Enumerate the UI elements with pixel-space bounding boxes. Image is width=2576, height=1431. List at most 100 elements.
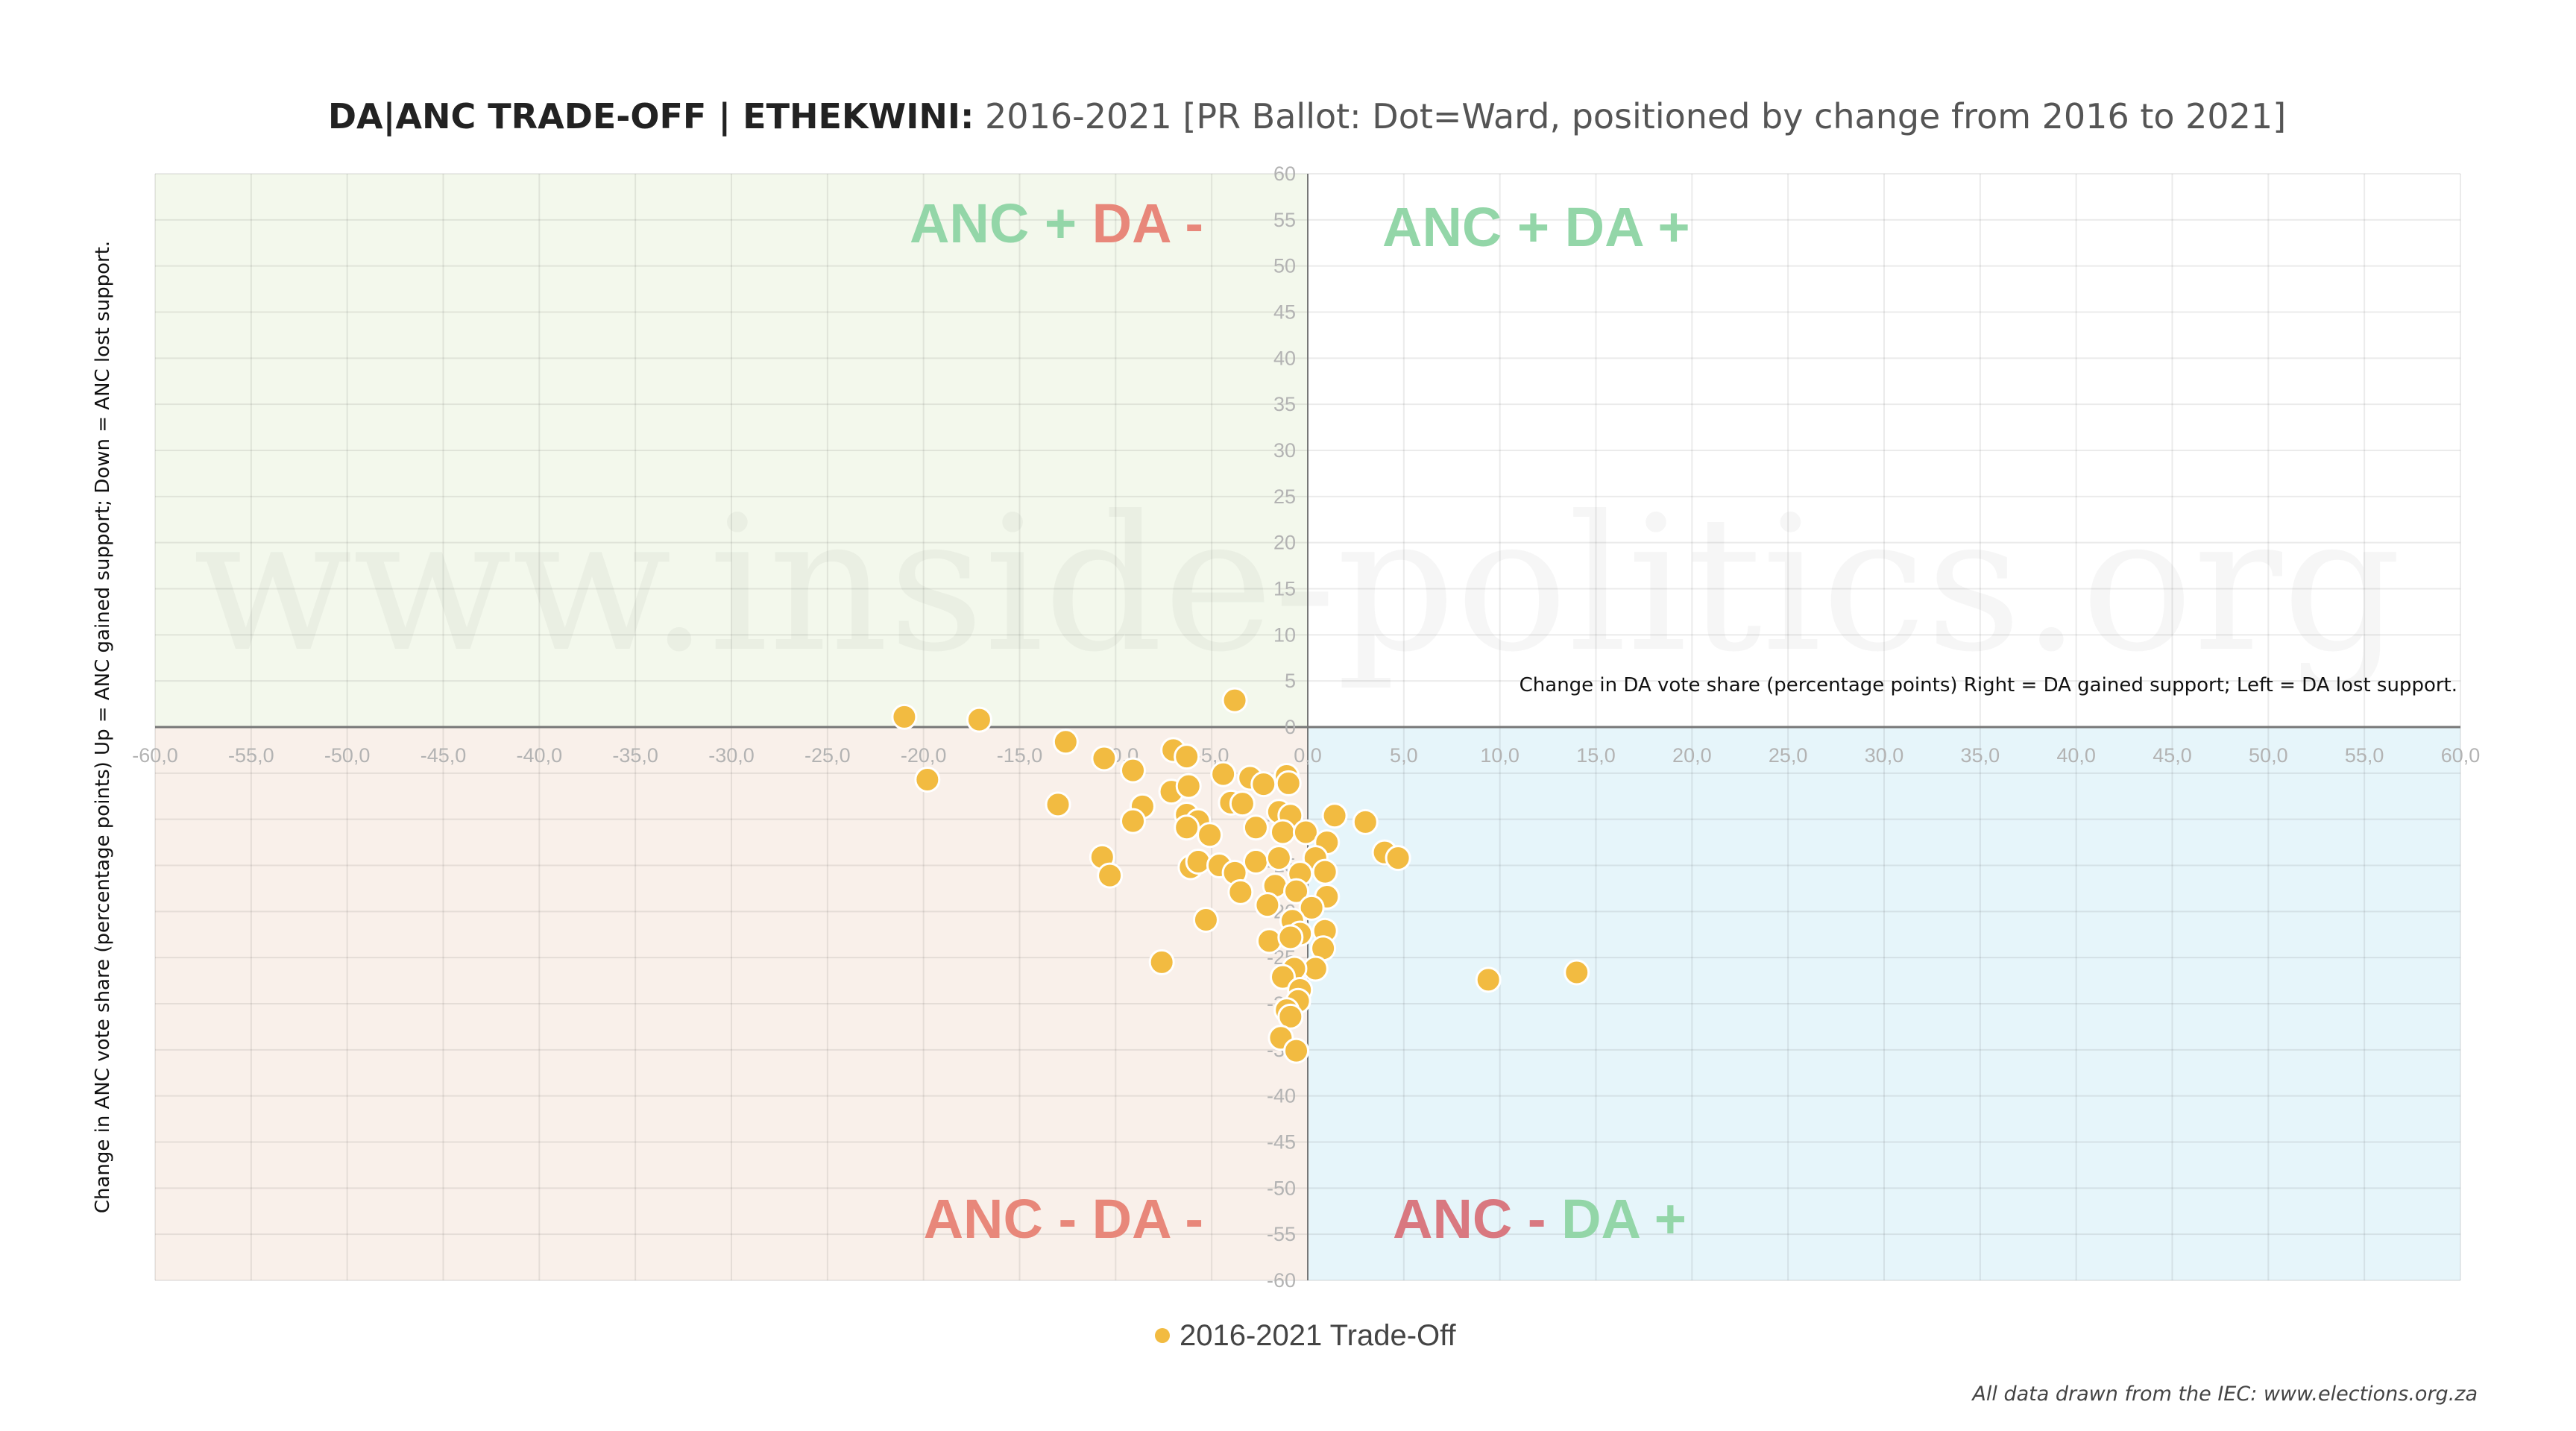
data-point[interactable] (1275, 770, 1302, 796)
data-point[interactable] (1385, 845, 1411, 872)
legend-marker (1155, 1328, 1170, 1343)
x-tick-label: 30,0 (1865, 744, 1904, 767)
data-point[interactable] (1052, 729, 1079, 755)
data-point[interactable] (1277, 1003, 1304, 1030)
data-point[interactable] (1283, 1037, 1310, 1064)
data-point[interactable] (1210, 761, 1237, 787)
data-point[interactable] (1091, 745, 1118, 772)
x-tick-label: 55,0 (2345, 744, 2384, 767)
x-tick-label: -25,0 (804, 744, 851, 767)
data-point[interactable] (1277, 924, 1304, 951)
quadrant-label-top-left: ANC + DA - (910, 192, 1203, 254)
data-point[interactable] (1254, 892, 1281, 919)
y-tick-label: 45 (1273, 301, 1296, 324)
legend-label: 2016-2021 Trade-Off (1180, 1319, 1457, 1352)
data-point[interactable] (891, 703, 918, 730)
x-tick-label: -35,0 (612, 744, 658, 767)
watermark: www.inside-politics.org (193, 476, 2402, 693)
quadrant-label-bottom-right: ANC - DA + (1393, 1188, 1687, 1250)
y-tick-label: -60 (1267, 1269, 1296, 1292)
x-tick-label: 40,0 (2056, 744, 2096, 767)
x-tick-label: 25,0 (1769, 744, 1808, 767)
quadrant-label-part: DA + (1546, 1188, 1687, 1250)
data-point[interactable] (1229, 790, 1256, 817)
y-tick-label: 40 (1273, 347, 1296, 369)
y-tick-label: -45 (1267, 1131, 1296, 1154)
x-tick-label: 20,0 (1672, 744, 1712, 767)
data-point[interactable] (1120, 808, 1147, 834)
data-point[interactable] (914, 766, 941, 793)
y-tick-label: 5 (1285, 670, 1296, 692)
data-point[interactable] (1475, 966, 1502, 993)
data-point[interactable] (1174, 814, 1200, 841)
chart-title-rest: 2016-2021 [PR Ballot: Dot=Ward, position… (974, 96, 2286, 136)
y-axis-label: Change in ANC vote share (percentage poi… (92, 241, 114, 1213)
x-tick-label: -40,0 (517, 744, 563, 767)
data-point[interactable] (1097, 862, 1124, 889)
data-point[interactable] (1227, 878, 1254, 905)
y-tick-label: 30 (1273, 439, 1296, 462)
data-point[interactable] (1250, 771, 1277, 798)
data-point[interactable] (1197, 822, 1224, 849)
y-tick-label: -55 (1267, 1223, 1296, 1245)
y-tick-label: -40 (1267, 1085, 1296, 1107)
data-point[interactable] (1352, 808, 1379, 835)
data-point[interactable] (1175, 773, 1202, 799)
y-tick-label: 55 (1273, 209, 1296, 231)
data-point[interactable] (1270, 963, 1297, 990)
y-tick-label: 20 (1273, 532, 1296, 554)
quadrant-label-part: ANC + (1382, 196, 1549, 258)
x-tick-label: 10,0 (1480, 744, 1520, 767)
data-point[interactable] (1120, 757, 1147, 784)
x-tick-label: -50,0 (324, 744, 371, 767)
quadrant-label-part: ANC - (924, 1188, 1077, 1250)
data-point[interactable] (1221, 687, 1248, 714)
x-tick-label: -20,0 (901, 744, 947, 767)
data-point[interactable] (1321, 802, 1348, 829)
y-tick-label: 35 (1273, 393, 1296, 415)
quadrant-label-part: ANC + (910, 192, 1077, 254)
x-tick-label: 45,0 (2153, 744, 2192, 767)
data-point[interactable] (1148, 949, 1175, 975)
y-tick-label: 25 (1273, 485, 1296, 508)
data-point[interactable] (1265, 845, 1292, 872)
data-point[interactable] (1298, 894, 1325, 921)
data-point[interactable] (1311, 858, 1338, 885)
y-tick-label: 60 (1273, 163, 1296, 185)
x-tick-label: 60,0 (2441, 744, 2481, 767)
y-tick-label: 15 (1273, 578, 1296, 600)
data-point[interactable] (1270, 819, 1297, 846)
y-tick-label: 50 (1273, 255, 1296, 277)
x-tick-label: 15,0 (1576, 744, 1616, 767)
x-tick-label: 50,0 (2249, 744, 2288, 767)
data-point[interactable] (1242, 849, 1269, 875)
x-tick-label: 5,0 (1390, 744, 1418, 767)
data-point[interactable] (1185, 849, 1212, 875)
quadrant-label-part: ANC - (1393, 1188, 1546, 1250)
x-tick-label: -55,0 (228, 744, 274, 767)
quadrant-top-left (155, 174, 1308, 727)
data-point[interactable] (1256, 928, 1282, 954)
x-tick-label: 0,0 (1294, 744, 1322, 767)
quadrant-label-bottom-left: ANC - DA - (924, 1188, 1203, 1250)
data-point[interactable] (1242, 814, 1269, 841)
data-point[interactable] (966, 706, 992, 733)
data-point[interactable] (1174, 743, 1200, 770)
quadrant-bottom-right (1308, 727, 2460, 1280)
legend[interactable]: 2016-2021 Trade-Off (1155, 1319, 1457, 1352)
data-point[interactable] (1292, 819, 1319, 846)
y-tick-label: -50 (1267, 1177, 1296, 1199)
quadrant-top-right (1308, 174, 2460, 727)
quadrant-label-part: DA - (1077, 1188, 1203, 1250)
x-tick-label: -60,0 (132, 744, 178, 767)
data-point[interactable] (1045, 791, 1071, 818)
x-tick-label: 35,0 (1961, 744, 2000, 767)
x-tick-label: -30,0 (708, 744, 755, 767)
data-point[interactable] (1563, 959, 1590, 986)
x-tick-label: -45,0 (421, 744, 467, 767)
quadrant-label-part: DA - (1077, 192, 1203, 254)
x-tick-label: -15,0 (997, 744, 1043, 767)
data-point[interactable] (1192, 906, 1219, 933)
data-point[interactable] (1283, 878, 1310, 905)
